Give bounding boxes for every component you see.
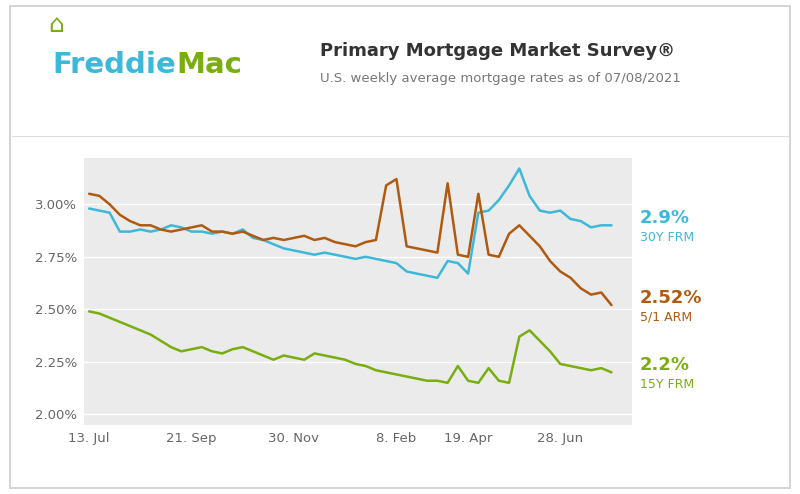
Text: 30Y FRM: 30Y FRM [640, 231, 694, 244]
Text: 2.2%: 2.2% [640, 356, 690, 374]
Text: U.S. weekly average mortgage rates as of 07/08/2021: U.S. weekly average mortgage rates as of… [320, 72, 681, 84]
Text: ⌂: ⌂ [48, 13, 64, 37]
Text: 15Y FRM: 15Y FRM [640, 378, 694, 391]
Text: 2.9%: 2.9% [640, 209, 690, 227]
Text: Primary Mortgage Market Survey®: Primary Mortgage Market Survey® [320, 42, 675, 60]
Text: Freddie: Freddie [52, 51, 176, 79]
Text: Mac: Mac [176, 51, 242, 79]
Text: 5/1 ARM: 5/1 ARM [640, 311, 692, 324]
Text: 2.52%: 2.52% [640, 288, 702, 307]
